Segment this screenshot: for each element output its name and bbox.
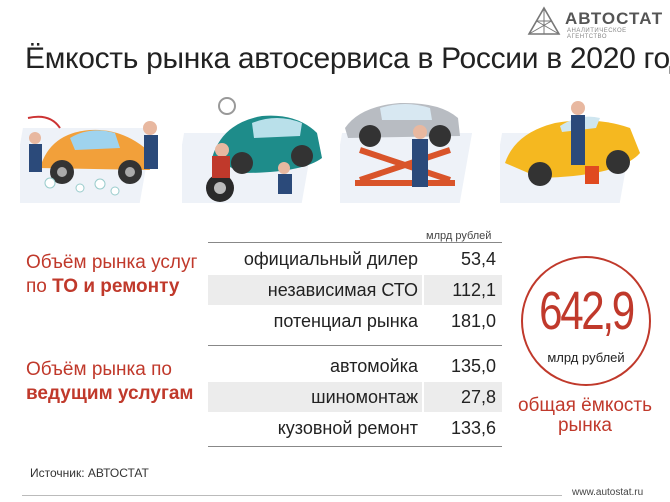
- group-label-services-bold: ведущим услугам: [26, 383, 194, 404]
- row-name: потенциал рынка: [273, 311, 418, 331]
- car-wash-illustration: [20, 115, 158, 203]
- column-separator: [422, 351, 424, 381]
- table-row: шиномонтаж 27,8: [208, 382, 502, 412]
- repair-lift-illustration: [340, 102, 473, 203]
- total-label-line2: рынка: [557, 415, 612, 436]
- total-unit: млрд рублей: [547, 350, 625, 365]
- table-row: независимая СТО 112,1: [208, 275, 502, 305]
- column-separator: [422, 275, 424, 305]
- group-label-maintenance-bold: ТО и ремонту: [52, 276, 180, 297]
- group-divider: [208, 345, 502, 346]
- footer-line: [22, 495, 562, 496]
- row-value: 181,0: [450, 311, 496, 331]
- autostat-logo: АВТОСТАТ АНАЛИТИЧЕСКОЕ АГЕНТСТВО: [527, 6, 667, 40]
- group-label-services: Объём рынка по ведущим услугам: [26, 358, 193, 406]
- table-row: потенциал рынка 181,0: [208, 306, 502, 336]
- row-value: 112,1: [452, 280, 496, 300]
- row-value: 53,4: [460, 249, 496, 269]
- logo-icon: [527, 6, 561, 35]
- row-name: шиномонтаж: [311, 387, 418, 407]
- group-label-maintenance-line1: Объём рынка услуг: [26, 252, 198, 273]
- column-separator: [422, 382, 424, 412]
- brand-name: АВТОСТАТ: [565, 9, 664, 28]
- table-top-line: [208, 242, 502, 243]
- row-name: официальный дилер: [243, 249, 418, 269]
- group-label-services-line1: Объём рынка по: [26, 359, 172, 380]
- column-separator: [422, 306, 424, 336]
- column-separator: [422, 244, 424, 274]
- row-value: 135,0: [450, 356, 496, 376]
- table-bottom-line: [208, 446, 502, 447]
- source-note: Источник: АВТОСТАТ: [30, 466, 149, 480]
- row-value: 133,6: [450, 418, 496, 438]
- total-label-line1: общая ёмкость: [517, 395, 653, 416]
- total-label: общая ёмкость рынка: [510, 396, 660, 436]
- table-row: официальный дилер 53,4: [208, 244, 502, 274]
- group-label-maintenance: Объём рынка услуг по ТО и ремонту: [26, 251, 197, 299]
- row-name: независимая СТО: [267, 280, 418, 300]
- column-separator: [422, 413, 424, 443]
- table-row: автомойка 135,0: [208, 351, 502, 381]
- row-name: кузовной ремонт: [277, 418, 418, 438]
- unit-note: млрд рублей: [426, 230, 492, 242]
- row-name: автомойка: [330, 356, 418, 376]
- group-label-maintenance-prefix: по: [26, 276, 53, 297]
- site-url: www.autostat.ru: [572, 487, 644, 498]
- total-value: 642,9: [539, 281, 635, 341]
- table-row: кузовной ремонт 133,6: [208, 413, 502, 443]
- page-title: Ёмкость рынка автосервиса в России в 202…: [25, 42, 670, 75]
- body-repair-illustration: [500, 101, 640, 203]
- brand-tagline: АНАЛИТИЧЕСКОЕ АГЕНТСТВО: [567, 28, 627, 40]
- total-circle: 642,9 млрд рублей: [521, 256, 651, 386]
- tire-service-illustration: [182, 97, 322, 203]
- row-value: 27,8: [460, 387, 496, 407]
